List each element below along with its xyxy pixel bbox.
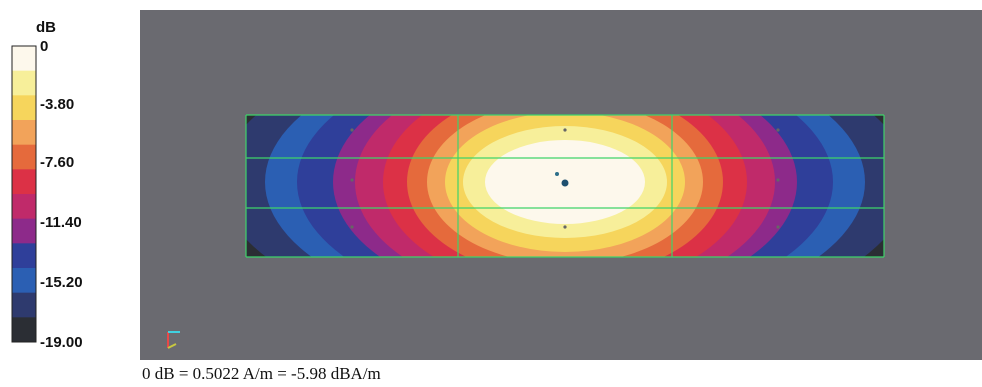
colorbar-tick-label: -11.40 (40, 214, 82, 231)
measurement-points (350, 128, 780, 229)
colorbar-segment (12, 144, 36, 170)
reference-caption: 0 dB = 0.5022 A/m = -5.98 dBA/m (142, 364, 381, 383)
measurement-point (350, 178, 354, 182)
colorbar-segment (12, 46, 36, 72)
measurement-point (563, 128, 567, 132)
colorbar-tick-label: -19.00 (40, 334, 83, 351)
axis-triad-icon (167, 331, 180, 349)
colorbar-tick-label: -3.80 (40, 96, 74, 113)
measurement-point (776, 178, 780, 182)
measurement-point (776, 128, 780, 132)
peak-marker (561, 179, 569, 187)
colorbar-segment (12, 194, 36, 220)
colorbar-segment (12, 120, 36, 146)
measurement-point (776, 225, 780, 229)
scan-grid (245, 114, 885, 258)
colorbar-legend: dB 0 -3.80 -7.60 -11.40 -15.20 -19.00 (11, 19, 83, 351)
colorbar-segment (12, 243, 36, 269)
colorbar-tick-label: 0 (40, 38, 48, 55)
colorbar-segment (12, 70, 36, 96)
colorbar-frame (11, 45, 37, 343)
colorbar-segment (12, 218, 36, 244)
colorbar-unit-label: dB (36, 19, 56, 36)
measurement-point (350, 128, 354, 132)
colorbar-segment (12, 317, 36, 343)
colorbar-tick-label: -15.20 (40, 274, 83, 291)
field-map-plot (140, 10, 982, 360)
probe-marker (555, 172, 559, 176)
colorbar-segment (12, 169, 36, 195)
colorbar (11, 45, 37, 343)
colorbar-segment (12, 292, 36, 318)
colorbar-ticks: 0 -3.80 -7.60 -11.40 -15.20 -19.00 (40, 38, 83, 351)
colorbar-segment (12, 268, 36, 294)
colorbar-segment (12, 95, 36, 121)
colorbar-tick-label: -7.60 (40, 154, 74, 171)
measurement-point (350, 225, 354, 229)
measurement-point (563, 225, 567, 229)
